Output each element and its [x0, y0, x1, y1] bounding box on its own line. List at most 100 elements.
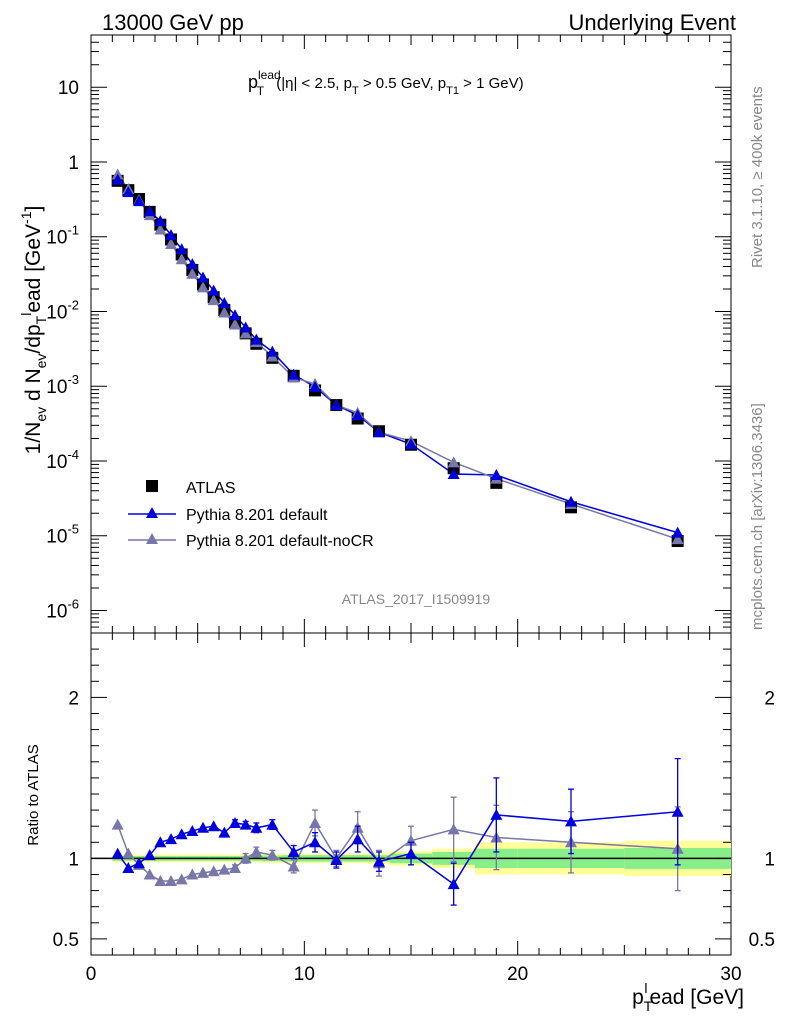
ratio-point — [175, 828, 188, 840]
data-point-default — [186, 258, 199, 270]
ratio-point — [373, 855, 385, 867]
data-point-default — [143, 205, 156, 217]
ratio-point — [122, 862, 135, 874]
ratio-point — [266, 849, 279, 861]
ratio-point — [143, 849, 156, 861]
ratio-ytick-label-right: 1 — [764, 849, 775, 870]
data-point-default — [287, 368, 300, 380]
data-point-default — [373, 426, 385, 438]
ratio-point — [154, 836, 167, 848]
data-point-default — [218, 296, 231, 308]
ratio-point — [330, 854, 343, 866]
data-point-nocr — [207, 294, 220, 306]
ratio-point — [405, 847, 417, 859]
rivet-label: Rivet 3.1.10, ≥ 400k events — [749, 86, 766, 268]
ratio-point — [154, 874, 167, 886]
data-point-default — [250, 333, 263, 345]
legend-marker-nocr — [146, 533, 158, 544]
data-point-default — [351, 409, 364, 421]
legend-marker-atlas — [146, 480, 158, 492]
data-point-default — [447, 467, 460, 479]
ratio-point — [175, 873, 188, 885]
ratio-point — [229, 862, 241, 874]
title-rest2: > 0.5 GeV, p — [359, 75, 446, 92]
ratio-point — [287, 860, 300, 872]
title-rest1: (|η| < 2.5, p — [272, 75, 352, 92]
ratio-point — [207, 820, 220, 832]
ratio-point — [143, 868, 156, 880]
ratio-ytick-label: 0.5 — [53, 930, 79, 951]
ratio-point — [239, 818, 252, 830]
xtick-label: 30 — [720, 964, 741, 985]
title-p: p — [248, 72, 258, 92]
ratio-point — [287, 845, 300, 857]
mcplots-label: mcplots.cern.ch [arXiv:1306.3436] — [749, 403, 766, 630]
ratio-point — [447, 878, 460, 890]
title-sub3: T1 — [446, 85, 459, 97]
xlabel: pTlead [GeV] — [632, 980, 744, 1014]
main-ytick-label: 10-1 — [46, 223, 79, 249]
ratio-ytick-label: 2 — [68, 688, 79, 709]
ratio-point — [186, 868, 199, 880]
data-point-default — [565, 495, 577, 507]
data-point-nocr — [229, 318, 241, 330]
data-point-default — [111, 173, 124, 185]
ratio-point — [565, 815, 577, 827]
title-sub: T — [257, 84, 265, 98]
data-point-default — [405, 438, 417, 450]
ratio-frame — [90, 632, 732, 956]
main-ytick-label: 10-4 — [46, 447, 79, 473]
data-point-nocr — [165, 237, 177, 249]
plot-title: plead T (|η| < 2.5, pT > 0.5 GeV, pT1 > 1… — [248, 68, 524, 98]
main-ytick-label: 10 — [58, 78, 79, 99]
ratio-point — [218, 863, 231, 875]
data-point-nocr — [218, 306, 231, 318]
legend-label-atlas: ATLAS — [186, 480, 236, 497]
ratio-point — [218, 826, 231, 838]
data-point-nocr — [447, 456, 460, 468]
data-point-nocr — [671, 533, 684, 545]
ratio-point — [186, 825, 199, 837]
data-point-default — [197, 271, 209, 283]
ratio-point — [122, 847, 135, 859]
data-point-default — [671, 526, 684, 538]
ratio-point — [447, 823, 460, 835]
ratio-point — [197, 866, 209, 878]
data-point-nocr — [154, 223, 167, 235]
ratio-ytick-label-right: 0.5 — [749, 930, 775, 951]
data-point-nocr — [197, 281, 209, 293]
main-axes: 10-6 10-5 10-4 10-3 10-2 10-1 1 10 — [46, 34, 732, 634]
ratio-point — [197, 821, 209, 833]
data-point-default — [154, 215, 167, 227]
data-point-default — [490, 468, 503, 480]
ratio-point — [250, 845, 263, 857]
xtick-label: 20 — [507, 964, 528, 985]
data-point-default — [207, 284, 220, 296]
data-point-nocr — [175, 253, 188, 265]
ratio-ytick-label: 1 — [68, 849, 79, 870]
main-ylabel: 1/Nev d Nev/dpTlead [GeV-1] — [18, 206, 49, 455]
legend-marker-default — [146, 507, 158, 518]
ratio-point — [239, 852, 252, 864]
legend-label-default: Pythia 8.201 default — [186, 507, 328, 524]
ratio-point — [250, 821, 263, 833]
data-point-default — [229, 309, 241, 321]
main-ytick-label: 10-3 — [46, 372, 79, 398]
ratio-point — [490, 808, 503, 820]
data-point-default — [309, 380, 321, 392]
main-ytick-label: 10-2 — [46, 297, 79, 323]
ratio-ylabel: Ratio to ATLAS — [25, 744, 42, 845]
ratio-marks — [111, 757, 684, 906]
legend: ATLAS Pythia 8.201 default Pythia 8.201 … — [128, 480, 374, 550]
main-ytick-label: 1 — [68, 153, 79, 174]
ratio-point — [309, 836, 321, 848]
main-marks — [111, 168, 684, 548]
ratio-point — [229, 816, 241, 828]
ratio-point — [165, 833, 177, 845]
legend-label-nocr: Pythia 8.201 default-noCR — [186, 533, 374, 550]
data-point-default — [266, 345, 279, 357]
data-point-default — [165, 229, 177, 241]
ratio-point — [309, 816, 321, 828]
title-sub2: T — [352, 85, 359, 97]
